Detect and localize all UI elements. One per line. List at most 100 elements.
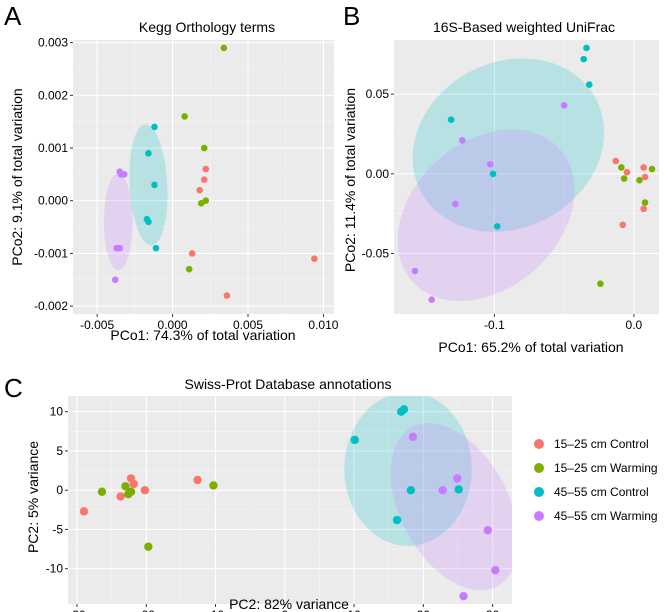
data-point-45-55-control [406, 485, 416, 495]
data-point-15-25-control [640, 205, 647, 213]
y-tick-label: 0 [56, 483, 63, 497]
confidence-ellipse-45-55-warming [397, 129, 575, 302]
data-point-45-55-control [350, 435, 359, 445]
data-point-15-25-warming [197, 200, 205, 207]
data-point-15-25-control [116, 492, 125, 501]
data-point-45-55-control [583, 44, 590, 52]
data-point-15-25-warming [220, 44, 228, 52]
data-point-15-25-warming [648, 165, 656, 173]
data-point-45-55-control [392, 515, 402, 525]
data-point-15-25-warming [97, 487, 107, 496]
y-tick-label: 5 [56, 444, 63, 458]
data-point-15-25-warming [200, 144, 208, 152]
legend-key-15-25-control [534, 439, 544, 449]
x-tick-label: 0.0 [626, 318, 643, 332]
y-tick-label: 10 [50, 405, 64, 419]
x-tick-label: 0.000 [158, 318, 188, 332]
legend-item: 45–55 cm Control [534, 485, 649, 499]
panel-a-x-axis-label: PCo1: 74.3% of total variation [110, 327, 295, 343]
data-point-15-25-control [79, 507, 89, 516]
panel-b-x-axis-label: PCo1: 65.2% of total variation [438, 339, 623, 355]
data-point-45-55-warming [459, 137, 466, 144]
legend-key-15-25-warming [534, 463, 544, 473]
data-point-15-25-control [129, 479, 139, 489]
y-tick-label: -0.002 [34, 299, 68, 313]
data-point-45-55-warming [428, 296, 435, 303]
y-tick-label: -0.05 [362, 246, 390, 260]
data-point-45-55-warming [483, 526, 492, 535]
panel-b-plot-area [394, 40, 659, 314]
y-tick-label: 0.05 [366, 87, 390, 101]
data-point-15-25-warming [209, 481, 218, 490]
y-tick-label: 0.002 [38, 88, 68, 102]
data-point-45-55-warming [408, 432, 418, 442]
x-tick-label: 10 [347, 608, 361, 612]
panel-c-plot: -30 -20 -10 0 10 20 30 -10 -5 0 5 10 [46, 396, 512, 612]
data-point-45-55-warming [491, 566, 500, 575]
panel-c-plot-area [68, 396, 512, 604]
data-point-45-55-warming [116, 244, 124, 252]
panel-a: A Kegg Orthology terms -0.005 0.000 0.005 0… [4, 1, 339, 343]
data-point-45-55-warming [452, 200, 459, 208]
confidence-ellipse-45-55-warming [390, 423, 512, 591]
data-point-45-55-control [585, 81, 593, 88]
legend: 15–25 cm Control 15–25 cm Warming 45–55 … [534, 437, 658, 523]
data-point-45-55-warming [120, 171, 128, 178]
y-tick-label: 0.000 [38, 194, 68, 208]
x-tick-label: 0.005 [233, 318, 263, 332]
x-tick-label: 0.010 [308, 318, 338, 332]
data-point-15-25-control [193, 475, 202, 485]
legend-label-45-55-control: 45–55 cm Control [554, 485, 649, 499]
legend-key-45-55-warming [534, 511, 544, 521]
data-point-45-55-warming [438, 485, 447, 495]
data-point-15-25-control [202, 165, 210, 173]
data-point-15-25-control [612, 157, 620, 165]
panel-b-title: 16S-Based weighted UniFrac [433, 19, 615, 35]
data-point-15-25-control [200, 176, 208, 183]
data-point-15-25-control [623, 168, 631, 176]
plot-contents [68, 396, 512, 604]
panel-c: C Swiss-Prot Database annotations -30 -20… [4, 373, 512, 612]
y-tick-label: -10 [46, 562, 64, 576]
legend-item: 45–55 cm Warming [534, 509, 658, 523]
panel-b-y-axis-label: PCo2: 11.4% of total variation [342, 88, 358, 272]
data-point-15-25-warming [181, 113, 188, 120]
y-tick-label: 0.001 [38, 141, 68, 155]
y-tick-label: 0.003 [38, 36, 68, 50]
data-point-15-25-control [140, 485, 150, 495]
data-point-45-55-control [493, 223, 501, 230]
confidence-ellipse-45-55-control [412, 58, 605, 232]
panel-c-y-axis-label: PC2: 5% variance [25, 441, 41, 553]
confidence-ellipse-45-55-control [129, 124, 168, 246]
data-point-45-55-warming [560, 102, 568, 109]
data-point-45-55-control [152, 244, 160, 252]
data-point-15-25-control [188, 250, 196, 257]
plot-contents [73, 40, 334, 314]
legend-label-45-55-warming: 45–55 cm Warming [554, 509, 658, 523]
data-point-15-25-control [641, 173, 649, 181]
data-point-15-25-warming [620, 175, 628, 182]
panel-letter-a: A [4, 1, 22, 31]
data-point-45-55-control [151, 123, 158, 131]
data-point-15-25-control [223, 292, 231, 299]
data-point-45-55-control [145, 149, 152, 157]
data-point-15-25-control [196, 186, 204, 194]
data-point-15-25-control [311, 255, 318, 262]
data-point-15-25-warming [636, 176, 643, 184]
x-tick-label: 20 [417, 608, 431, 612]
confidence-ellipse-45-55-control [344, 396, 472, 546]
legend-item: 15–25 cm Warming [534, 461, 658, 475]
panel-a-y-axis-label: PCo2: 9.1% of total variation [9, 88, 25, 265]
x-tick-label: 30 [486, 608, 500, 612]
data-point-15-25-warming [185, 265, 193, 273]
x-tick-label: 0 [281, 608, 288, 612]
data-point-15-25-control [640, 164, 647, 171]
panel-a-plot: -0.005 0.000 0.005 0.010 -0.002 -0.001 0.000 0.… [34, 36, 339, 332]
panel-b-plot: -0.10.00.1-0.050.000.05 [362, 40, 659, 332]
data-point-45-55-control [151, 181, 158, 189]
x-tick-label: -10 [207, 608, 225, 612]
y-tick-label: 0.00 [366, 167, 390, 181]
panel-letter-c: C [4, 373, 23, 403]
x-tick-label: -0.1 [484, 318, 505, 332]
